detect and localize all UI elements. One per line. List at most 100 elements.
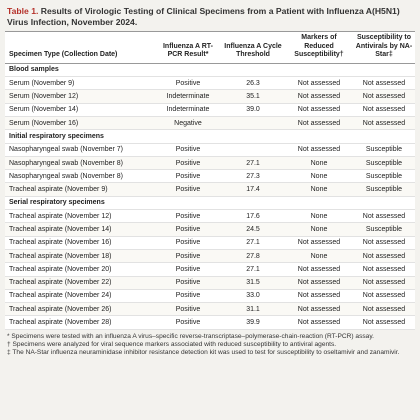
table-cell: Tracheal aspirate (November 22) [5, 276, 155, 290]
table-cell: 17.6 [221, 209, 285, 224]
table-cell [221, 143, 285, 157]
results-table: Specimen Type (Collection Date) Influenza… [5, 31, 415, 330]
table-cell: 27.3 [221, 169, 285, 184]
table-cell: None [285, 156, 353, 171]
table-cell: 39.9 [221, 315, 285, 330]
table-cell: Positive [155, 169, 221, 184]
table-cell: Positive [155, 236, 221, 250]
section-row: Initial respiratory specimens [5, 129, 415, 144]
table-cell: Positive [155, 249, 221, 264]
table-row: Serum (November 9) Positive 26.3 Not assess… [5, 76, 415, 91]
table-cell: Not assessed [285, 315, 353, 330]
footnotes: * Specimens were tested with an influenz… [5, 330, 415, 358]
table-cell: Positive [155, 289, 221, 304]
table-row: Serum (November 12) Indeterminate 35.1 Not … [5, 89, 415, 104]
table-cell: Not assessed [353, 89, 415, 104]
section-row: Blood samples [5, 63, 415, 78]
section-row: Serial respiratory specimens [5, 196, 415, 211]
table-cell: Negative [155, 116, 221, 131]
table-cell: Not assessed [353, 249, 415, 264]
table-row: Tracheal aspirate (November 28) Positive 3… [5, 315, 415, 330]
table-cell: Not assessed [353, 289, 415, 304]
table-cell: Tracheal aspirate (November 26) [5, 302, 155, 317]
table-cell: Susceptible [353, 222, 415, 237]
table-cell: 26.3 [221, 76, 285, 91]
table-row: Nasopharyngeal swab (November 8) Positive… [5, 156, 415, 171]
table-cell: Tracheal aspirate (November 28) [5, 315, 155, 330]
table-cell: 27.1 [221, 236, 285, 250]
table-cell: Not assessed [353, 209, 415, 224]
table-row: Serum (November 14) Indeterminate 39.0 Not … [5, 103, 415, 117]
footnote: ‡ The NA-Star influenza neuraminidase in… [7, 349, 400, 357]
table-cell: Positive [155, 182, 221, 197]
table-cell: Not assessed [353, 116, 415, 131]
table-row: Tracheal aspirate (November 16) Positive 2… [5, 236, 415, 250]
table-cell: None [285, 169, 353, 184]
table-cell: Nasopharyngeal swab (November 8) [5, 169, 155, 184]
table-row: Tracheal aspirate (November 24) Positive 3… [5, 289, 415, 304]
column-header: Susceptibility to Antivirals by NA-Star‡ [353, 31, 415, 64]
table-body: Blood samples Serum (November 9) Positive 2… [5, 63, 415, 330]
table-number: Table 1. [7, 6, 39, 16]
section-label: Blood samples [5, 63, 415, 78]
table-cell: Positive [155, 222, 221, 237]
table-cell: Indeterminate [155, 103, 221, 117]
footnote: * Specimens were tested with an influenz… [7, 332, 374, 340]
table-row: Nasopharyngeal swab (November 7) Positive… [5, 143, 415, 157]
table-row: Tracheal aspirate (November 22) Positive 3… [5, 276, 415, 290]
section-label: Initial respiratory specimens [5, 129, 415, 144]
table-row: Tracheal aspirate (November 20) Positive 2… [5, 262, 415, 277]
table-cell: Not assessed [285, 143, 353, 157]
table-cell: Serum (November 9) [5, 76, 155, 91]
table-cell: 27.1 [221, 262, 285, 277]
table-cell: Positive [155, 156, 221, 171]
table-cell: Not assessed [353, 276, 415, 290]
table-cell: Tracheal aspirate (November 14) [5, 222, 155, 237]
table-cell: None [285, 249, 353, 264]
table-cell: Susceptible [353, 143, 415, 157]
table-cell: 17.4 [221, 182, 285, 197]
table-cell: None [285, 222, 353, 237]
table-cell: Tracheal aspirate (November 20) [5, 262, 155, 277]
table-row: Serum (November 16) Negative Not assessed N… [5, 116, 415, 131]
table-cell: 35.1 [221, 89, 285, 104]
table-cell: Tracheal aspirate (November 24) [5, 289, 155, 304]
table-cell: Not assessed [285, 116, 353, 131]
table-row: Tracheal aspirate (November 12) Positive 1… [5, 209, 415, 224]
table-cell: Tracheal aspirate (November 16) [5, 236, 155, 250]
table-cell: None [285, 182, 353, 197]
table-cell: Tracheal aspirate (November 9) [5, 182, 155, 197]
table-cell: Not assessed [285, 289, 353, 304]
table-cell: Serum (November 16) [5, 116, 155, 131]
table-cell: 39.0 [221, 103, 285, 117]
table-cell: Indeterminate [155, 89, 221, 104]
table-cell: Not assessed [285, 103, 353, 117]
table-cell: Not assessed [353, 76, 415, 91]
table-cell: Not assessed [285, 76, 353, 91]
table-cell: Tracheal aspirate (November 18) [5, 249, 155, 264]
table-cell: 31.1 [221, 302, 285, 317]
table-cell: Not assessed [285, 302, 353, 317]
table-cell: Not assessed [353, 236, 415, 250]
table-cell: Serum (November 14) [5, 103, 155, 117]
table-cell: Not assessed [285, 276, 353, 290]
table-cell: Nasopharyngeal swab (November 8) [5, 156, 155, 171]
table-cell: Susceptible [353, 182, 415, 197]
table-cell: Positive [155, 302, 221, 317]
table-row: Tracheal aspirate (November 9) Positive 17… [5, 182, 415, 197]
table-cell: Not assessed [285, 236, 353, 250]
table-cell: Serum (November 12) [5, 89, 155, 104]
table-cell: Positive [155, 276, 221, 290]
table-cell: Susceptible [353, 156, 415, 171]
table-cell: Positive [155, 143, 221, 157]
table-cell [221, 116, 285, 131]
table-cell: Not assessed [353, 302, 415, 317]
column-header: Markers of Reduced Susceptibility† [285, 31, 353, 64]
table-cell: 33.0 [221, 289, 285, 304]
table-cell: None [285, 209, 353, 224]
table-cell: 31.5 [221, 276, 285, 290]
column-header: Influenza A RT-PCR Result* [155, 31, 221, 64]
table-title: Table 1. Results of Virologic Testing of… [5, 4, 415, 31]
table-cell: Nasopharyngeal swab (November 7) [5, 143, 155, 157]
